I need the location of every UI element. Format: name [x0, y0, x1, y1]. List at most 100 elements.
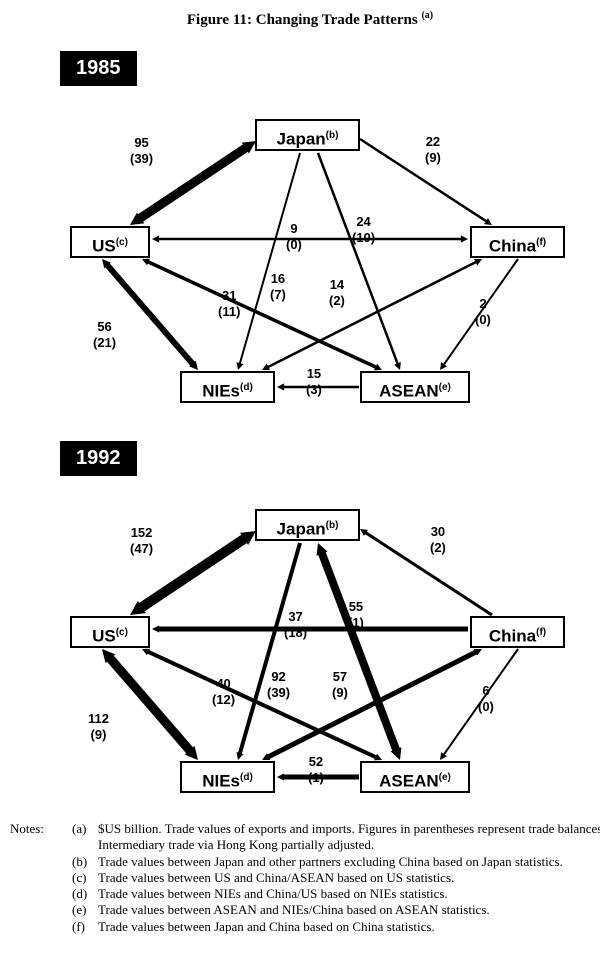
edge-label-asean-nies: 52(1)	[308, 754, 324, 787]
edge-balance: (47)	[130, 541, 153, 556]
edge-label-japan-us: 152(47)	[130, 525, 153, 558]
notes-label	[10, 854, 72, 870]
note-text: $US billion. Trade values of exports and…	[98, 821, 600, 854]
diagram-panel-1985: 198595(39)22(9)24(10)56(21)31(11)16(7)9(…	[30, 41, 590, 421]
edge-value: 16	[271, 271, 285, 286]
year-badge: 1992	[60, 441, 137, 476]
note-text: Trade values between ASEAN and NIEs/Chin…	[98, 902, 600, 918]
edge-balance: (9)	[425, 150, 441, 165]
edge-balance: (9)	[91, 727, 107, 742]
node-sup: (f)	[536, 627, 546, 638]
edge-label-us-asean: 40(12)	[212, 676, 235, 709]
note-text: Trade values between US and China/ASEAN …	[98, 870, 600, 886]
edge-label-china-asean: 6(0)	[478, 683, 494, 716]
node-china: China(f)	[470, 616, 565, 648]
edge-value: 40	[216, 676, 230, 691]
edge-value: 9	[290, 221, 297, 236]
node-label: China	[489, 627, 536, 646]
edge-balance: (10)	[352, 230, 375, 245]
node-label: ASEAN	[379, 382, 439, 401]
edge-label-japan-nies: 9(0)	[286, 221, 302, 254]
note-row: (c)Trade values between US and China/ASE…	[10, 870, 600, 886]
note-row: (d)Trade values between NIEs and China/U…	[10, 886, 600, 902]
node-label: US	[92, 237, 116, 256]
edge-balance: (9)	[332, 685, 348, 700]
edge-value: 14	[330, 277, 344, 292]
edge-label-japan-china: 22(9)	[425, 134, 441, 167]
edge-label-us-nies: 112(9)	[88, 711, 109, 744]
node-sup: (b)	[326, 520, 339, 531]
node-label: Japan	[277, 130, 326, 149]
notes-section: Notes:(a)$US billion. Trade values of ex…	[10, 821, 600, 935]
edge-balance: (21)	[93, 335, 116, 350]
edge-balance: (0)	[286, 237, 302, 252]
edge-balance: (39)	[130, 151, 153, 166]
notes-label: Notes:	[10, 821, 72, 854]
edge-value: 15	[307, 366, 321, 381]
notes-label	[10, 886, 72, 902]
node-china: China(f)	[470, 226, 565, 258]
edge-value: 6	[482, 683, 489, 698]
edge-label-asean-nies: 15(3)	[306, 366, 322, 399]
note-row: (b)Trade values between Japan and other …	[10, 854, 600, 870]
edge-value: 31	[222, 288, 236, 303]
title-sup: (a)	[421, 10, 433, 21]
edge-balance: (0)	[478, 699, 494, 714]
note-marker: (b)	[72, 854, 98, 870]
node-sup: (e)	[439, 382, 451, 393]
edge-value: 24	[356, 214, 370, 229]
edge-value: 55	[349, 599, 363, 614]
edge-value: 22	[426, 134, 440, 149]
note-text: Trade values between Japan and China bas…	[98, 919, 600, 935]
edge-label-china-nies: 14(2)	[329, 277, 345, 310]
edge-balance: (39)	[267, 685, 290, 700]
edge-label-japan-asean: 16(7)	[270, 271, 286, 304]
node-asean: ASEAN(e)	[360, 761, 470, 793]
node-us: US(c)	[70, 226, 150, 258]
node-label: NIEs	[202, 382, 240, 401]
node-sup: (f)	[536, 237, 546, 248]
node-us: US(c)	[70, 616, 150, 648]
note-marker: (f)	[72, 919, 98, 935]
node-label: China	[489, 237, 536, 256]
note-row: (f)Trade values between Japan and China …	[10, 919, 600, 935]
edge-balance: (2)	[329, 293, 345, 308]
edge-balance: (1)	[348, 615, 364, 630]
node-japan: Japan(b)	[255, 119, 360, 151]
notes-label	[10, 902, 72, 918]
node-label: NIEs	[202, 772, 240, 791]
edge-label-china-nies: 57(9)	[332, 669, 348, 702]
edge-balance: (3)	[306, 382, 322, 397]
edge-balance: (2)	[430, 540, 446, 555]
edge-label-us-china: 55(1)	[348, 599, 364, 632]
note-row: (e)Trade values between ASEAN and NIEs/C…	[10, 902, 600, 918]
edge-balance: (1)	[308, 770, 324, 785]
edge-label-china-asean: 2(0)	[475, 296, 491, 329]
edge-value: 57	[333, 669, 347, 684]
figure-title: Figure 11: Changing Trade Patterns (a)	[10, 10, 600, 29]
notes-label	[10, 870, 72, 886]
edge-value: 152	[131, 525, 153, 540]
diagram-panel-1992: 1992152(47)30(2)55(1)112(9)40(12)92(39)3…	[30, 431, 590, 811]
node-label: US	[92, 627, 116, 646]
note-text: Trade values between NIEs and China/US b…	[98, 886, 600, 902]
note-marker: (e)	[72, 902, 98, 918]
edge-balance: (0)	[475, 312, 491, 327]
edge-label-us-china: 24(10)	[352, 214, 375, 247]
edge-balance: (18)	[284, 625, 307, 640]
node-asean: ASEAN(e)	[360, 371, 470, 403]
node-sup: (e)	[439, 772, 451, 783]
node-sup: (d)	[240, 382, 253, 393]
notes-label	[10, 919, 72, 935]
note-marker: (a)	[72, 821, 98, 854]
edge-balance: (7)	[270, 287, 286, 302]
edge-value: 92	[271, 669, 285, 684]
edge-label-japan-us: 95(39)	[130, 135, 153, 168]
node-sup: (c)	[116, 237, 128, 248]
title-text: Figure 11: Changing Trade Patterns	[187, 12, 418, 28]
note-marker: (d)	[72, 886, 98, 902]
edge-label-us-asean: 31(11)	[218, 288, 240, 321]
edge-value: 30	[431, 524, 445, 539]
edge-label-japan-nies: 37(18)	[284, 609, 307, 642]
node-sup: (b)	[326, 130, 339, 141]
